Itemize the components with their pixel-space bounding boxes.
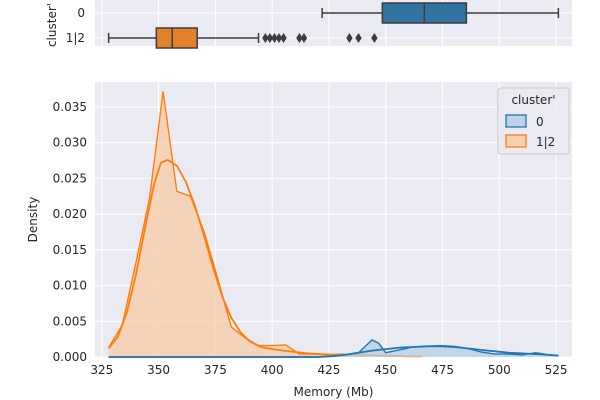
box-outlier — [262, 33, 269, 43]
density-y-axis-label: Density — [26, 197, 40, 243]
density-kde-line — [108, 345, 559, 358]
boxplot-y-tick-label: 1|2 — [66, 31, 85, 45]
legend-swatch-cluster-0 — [505, 114, 527, 128]
density-x-tick-labels: 325 350 375 400 425 450 475 500 525 — [90, 363, 567, 377]
density-marks — [107, 91, 559, 358]
box-outlier — [271, 33, 278, 43]
density-y-tick-label: 0.020 — [53, 207, 87, 221]
boxplot-marks — [107, 2, 560, 49]
density-y-tick-label: 0.035 — [53, 100, 87, 114]
box-outlier — [346, 33, 353, 43]
density-y-tick-label: 0.005 — [53, 314, 87, 328]
density-y-tick-label: 0.030 — [53, 136, 87, 150]
density-series-cluster-0 — [108, 339, 559, 358]
box-outlier — [371, 33, 378, 43]
density-y-tick-labels: 0.000 0.005 0.010 0.015 0.020 0.025 0.030 0.035 — [53, 100, 87, 364]
box-outlier — [280, 33, 287, 43]
density-x-tick-label: 525 — [545, 363, 568, 377]
density-x-tick-label: 425 — [318, 363, 341, 377]
density-x-tick-label: 450 — [374, 363, 397, 377]
legend-title: cluster' — [511, 93, 555, 107]
density-hist-area — [108, 91, 423, 358]
box-outlier — [266, 33, 274, 43]
legend-entries: 01|2 — [505, 114, 555, 149]
legend: cluster' 01|2 — [497, 87, 570, 155]
legend-label-cluster-1-2: 1|2 — [536, 135, 555, 149]
density-y-tick-label: 0.010 — [53, 279, 87, 293]
box-outlier — [300, 33, 308, 43]
density-x-tick-label: 325 — [90, 363, 113, 377]
box-iqr — [155, 27, 198, 49]
density-x-tick-label: 500 — [488, 363, 511, 377]
legend-swatch-cluster-1-2 — [505, 134, 527, 148]
density-y-tick-label: 0.000 — [53, 350, 87, 364]
density-y-tick-label: 0.025 — [53, 171, 87, 185]
density-x-tick-label: 400 — [261, 363, 284, 377]
density-panel: 325 350 375 400 425 450 475 500 525 0.0000.0050.… — [26, 82, 572, 399]
density-x-tick-label: 350 — [147, 363, 170, 377]
boxplot-series-cluster-0 — [321, 2, 560, 24]
legend-label-cluster-0: 0 — [536, 115, 544, 129]
boxplot-series-cluster-1-2 — [107, 27, 378, 49]
density-x-tick-label: 475 — [431, 363, 454, 377]
boxplot-y-tick-labels: 0 1|2 — [66, 6, 85, 45]
box-outlier — [275, 33, 283, 43]
density-kde-line — [107, 158, 423, 358]
boxplot-panel: 0 1|2 cluster' — [45, 0, 572, 49]
box-outlier — [355, 33, 362, 43]
density-x-tick-label: 375 — [204, 363, 227, 377]
box-outlier — [296, 33, 303, 43]
density-y-tick-label: 0.015 — [53, 243, 87, 257]
density-x-axis-label: Memory (Mb) — [294, 385, 374, 399]
boxplot-y-tick-label: 0 — [77, 6, 85, 20]
boxplot-y-axis-label: cluster' — [45, 3, 59, 47]
density-hist-area — [108, 339, 559, 357]
